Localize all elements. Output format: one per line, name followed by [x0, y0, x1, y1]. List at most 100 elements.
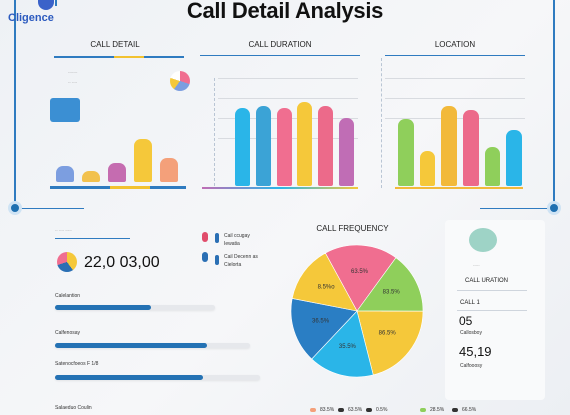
frame-right-vertical	[553, 0, 555, 205]
bottom-label-3: 0.5%	[376, 407, 388, 413]
page-title: Call Detail Analysis	[186, 0, 384, 23]
accent-line-blue	[54, 56, 114, 58]
stats-legend: Cail ccugay Iewatia Cail Decenn as Cielo…	[202, 230, 282, 275]
loc-dashed-guide	[381, 58, 382, 188]
bottom-dot-5	[452, 408, 458, 412]
progress-label-2: Calfenosay	[55, 330, 81, 336]
side-card-divider-2	[457, 310, 527, 311]
call-detail-bar-5	[160, 158, 178, 182]
legend-pin-blue-icon	[202, 252, 208, 262]
gridline-3	[218, 98, 358, 99]
cloud-upload-icon[interactable]	[50, 98, 80, 122]
bottom-label-1: 83.5%	[320, 407, 335, 413]
call-duration-bar-2	[255, 106, 271, 186]
progress-label-4: Salaeduo Coulin	[55, 405, 92, 411]
frame-right-horizontal	[480, 208, 555, 209]
bottom-dot-2	[338, 408, 344, 412]
side-card-row1-value: 05	[459, 314, 473, 328]
big-stat-value: 22,0 03,00	[84, 254, 160, 271]
right-scroll-knob[interactable]	[547, 201, 561, 215]
location-bar-5	[484, 147, 501, 186]
pie-slice-3[interactable]	[356, 310, 424, 376]
panel-call-detail: CALL DETAIL ------- -- ----	[40, 38, 190, 193]
location-chart	[395, 78, 525, 186]
call-frequency-bottom-labels: 83.5% 63.5% 0.5% 28.5% 66.5%	[300, 405, 500, 415]
bottom-label-4: 28.5%	[430, 407, 445, 413]
tiny-text-1: -------	[68, 69, 78, 74]
progress-row-3	[55, 375, 260, 380]
pie-label-3: 86.5%	[379, 331, 397, 337]
legend-item-3: Cail Decenn as	[224, 254, 258, 260]
left-scroll-knob[interactable]	[8, 201, 22, 215]
gridline-2	[218, 78, 358, 79]
call-detail-baseline-yellow	[110, 186, 150, 189]
pie-slice-6[interactable]	[291, 252, 358, 312]
loc-gridline-3	[385, 98, 525, 99]
call-duration-baseline	[202, 187, 358, 189]
call-detail-baseline-blue	[50, 186, 110, 189]
side-card-row1-sub: Callosboy	[460, 330, 482, 336]
bottom-label-5: 66.5%	[462, 407, 477, 413]
call-detail-bar-2	[82, 171, 100, 182]
legend-item-2: Iewatia	[224, 241, 240, 247]
dashed-guide-left	[214, 78, 215, 186]
location-bar-4	[463, 110, 479, 186]
call-detail-chart	[52, 108, 182, 182]
location-bars	[395, 78, 525, 186]
bottom-dot-4	[420, 408, 426, 412]
bottom-dot-3	[366, 408, 372, 412]
call-detail-bar-3	[108, 163, 126, 182]
side-card: ----- CALL URATION CALL 1 05 Callosboy 4…	[445, 220, 545, 400]
loc-gridline-2	[385, 78, 525, 79]
frame-top-left-line	[55, 0, 57, 6]
pie-label-2: 83.5%	[383, 290, 401, 296]
progress-fill-1	[55, 305, 151, 310]
pie-slice-4[interactable]	[311, 310, 374, 378]
logo-text: Cligence	[8, 12, 54, 24]
pie-slice-1[interactable]	[324, 244, 397, 312]
gridline-1	[200, 55, 360, 56]
progress-label-1: Calelantion	[55, 293, 81, 299]
location-bar-2	[419, 151, 436, 186]
side-card-row1-label: CALL 1	[460, 300, 480, 306]
frame-left-horizontal	[14, 208, 84, 209]
app-logo[interactable]: Cligence	[4, 0, 68, 30]
call-frequency-title: CALL FREQUENCY	[316, 224, 389, 233]
pie-label-5: 36.5%	[312, 319, 330, 325]
call-detail-bar-4	[134, 139, 152, 182]
progress-row-2	[55, 343, 250, 348]
pie-label-6: 8.5%o	[318, 284, 336, 290]
location-bar-1	[398, 119, 414, 186]
progress-fill-2	[55, 343, 208, 348]
panel-call-duration: CALL DURATION	[200, 38, 360, 193]
bottom-dot-1	[310, 408, 316, 412]
donut-icon	[170, 71, 190, 91]
tiny-text-2: -- ----	[68, 79, 78, 84]
progress-row-1	[55, 305, 215, 310]
loc-gridline-1	[385, 55, 525, 56]
pie-slice-5[interactable]	[290, 298, 358, 360]
call-duration-bar-3	[276, 108, 292, 186]
progress-fill-3	[55, 375, 203, 380]
pie-label-1: 63.5%	[351, 269, 369, 275]
side-card-divider-1	[457, 290, 527, 291]
call-duration-bar-6	[339, 118, 355, 186]
stats-pie-icon	[57, 252, 77, 272]
call-duration-bars	[232, 78, 357, 186]
chat-bubble-icon[interactable]	[469, 228, 497, 252]
location-bar-3	[441, 106, 457, 186]
tiny-stat-label: -- ---- -----	[55, 227, 72, 232]
bottom-label-2: 63.5%	[348, 407, 363, 413]
side-card-row2-sub: Calfooosy	[460, 363, 483, 369]
legend-pin-red-icon	[202, 232, 208, 242]
call-frequency-pie: 63.5% 83.5% 86.5% 35.5% 36.5% 8.5%o	[290, 244, 424, 378]
call-detail-baseline-blue-2	[150, 186, 186, 189]
stat-divider	[55, 238, 130, 239]
call-detail-bars	[52, 108, 182, 182]
legend-item-1: Cail ccugay	[224, 233, 250, 239]
legend-item-4: Cielorta	[224, 262, 242, 268]
panel-call-duration-title: CALL DURATION	[248, 40, 312, 49]
pie-slice-2[interactable]	[356, 257, 424, 312]
call-duration-bar-4	[297, 102, 313, 186]
call-duration-bar-5	[318, 106, 334, 186]
